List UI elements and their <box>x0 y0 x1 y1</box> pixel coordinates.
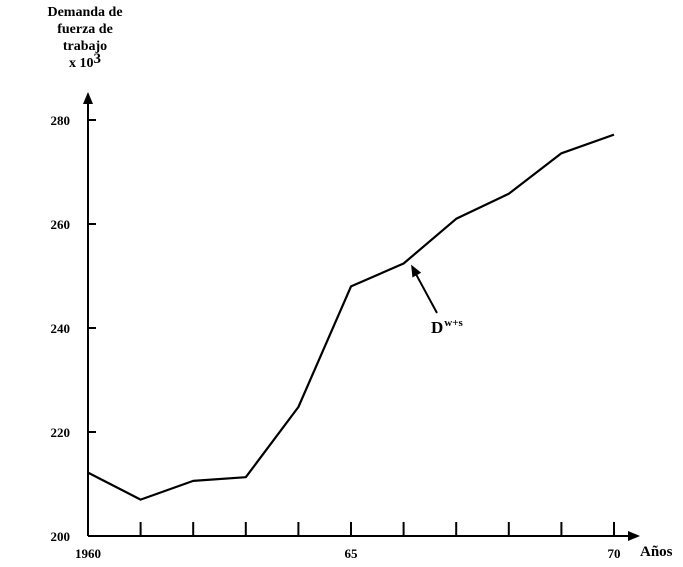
x-axis-title: Años <box>640 544 673 560</box>
y-tick-label: 240 <box>51 321 71 336</box>
y-tick-label: 200 <box>51 529 71 544</box>
x-tick-label: 1960 <box>75 546 101 561</box>
x-tick-label: 65 <box>345 546 359 561</box>
y-axis-title-line-2: fuerza de <box>57 22 113 37</box>
y-tick-label: 220 <box>51 425 71 440</box>
series-annotation-superscript: w+s <box>444 317 463 329</box>
y-tick-label: 280 <box>51 113 71 128</box>
y-axis-title-line-4: x 103 <box>0 52 170 72</box>
series-line-dws <box>87 133 615 501</box>
y-axis-unit-exponent: 3 <box>93 51 102 67</box>
y-axis-title: Demanda de fuerza de trabajo x 103 <box>0 4 170 72</box>
annotation-arrowhead <box>411 264 422 278</box>
x-tick-label: 70 <box>608 546 621 561</box>
y-axis-title-line-3: trabajo <box>62 39 108 54</box>
y-tick-label: 260 <box>51 217 71 232</box>
y-axis-unit-prefix: x 10 <box>69 56 94 71</box>
y-axis-title-line-1: Demanda de <box>47 5 123 20</box>
y-axis-arrowhead <box>83 92 93 104</box>
series-annotation-base: D <box>431 318 444 337</box>
annotation-arrow-shaft <box>414 272 438 314</box>
series-annotation-label: Dw+s <box>431 317 463 338</box>
x-axis-arrowhead <box>628 531 640 541</box>
